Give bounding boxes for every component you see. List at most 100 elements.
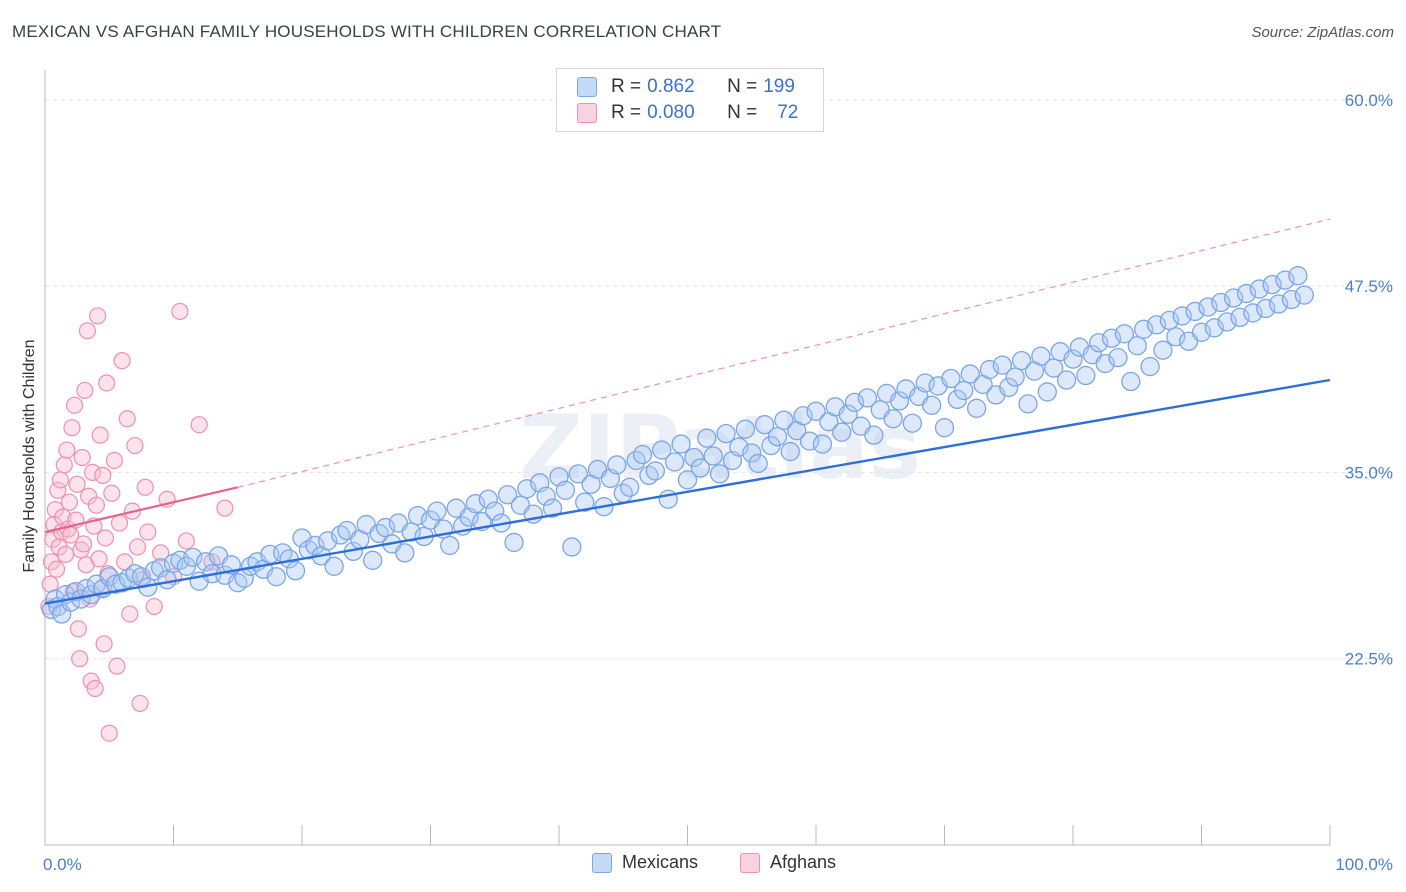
mexicans-point — [285, 561, 306, 581]
legend-row-mexicans: R = 0.862 N = 199 — [577, 74, 795, 100]
mexicans-point — [1153, 340, 1173, 360]
mexicans-point — [709, 464, 730, 484]
mexicans-point — [697, 428, 717, 448]
r-value: 0.080 — [647, 102, 695, 123]
x-tick-label: 100.0% — [1335, 855, 1393, 874]
mexicans-point — [1288, 266, 1308, 286]
afghans-point — [113, 352, 131, 370]
mexicans-point — [832, 422, 852, 442]
afghans-point — [100, 724, 118, 742]
afghans-point — [110, 514, 129, 532]
mexicans-point — [864, 425, 884, 445]
mexicans-point — [620, 477, 640, 497]
afghans-point — [105, 451, 123, 470]
afghans-point — [145, 597, 163, 616]
mexicans-point — [1018, 394, 1038, 414]
afghans-point — [128, 538, 147, 556]
mexicans-point — [440, 535, 460, 556]
tick-labels: 22.5% 35.0% 47.5% 60.0% 0.0% 100.0% — [43, 91, 1393, 874]
afghans-point — [216, 499, 234, 517]
r-label: R = — [611, 102, 642, 123]
mexicans-point — [767, 426, 788, 447]
mexicans-point — [497, 485, 518, 505]
afghans-point — [76, 381, 94, 400]
axes — [44, 70, 1331, 846]
y-tick-label: 47.5% — [1345, 277, 1393, 296]
mexicans-point — [1127, 336, 1147, 356]
afghans-point — [49, 481, 67, 499]
afghans-point — [121, 605, 139, 623]
legend-label-afghans: Afghans — [770, 852, 837, 872]
mexicans-point — [1011, 350, 1032, 371]
afghans-point — [108, 657, 126, 675]
mexicans-point — [157, 570, 177, 590]
n-value: 72 — [777, 102, 799, 123]
n-label: N = — [727, 76, 758, 97]
afghans-point — [171, 302, 189, 321]
afghans-point — [131, 694, 149, 713]
mexicans-point — [645, 461, 666, 481]
mexicans-point — [999, 377, 1019, 398]
afghans-point — [56, 545, 75, 563]
afghans-point — [90, 550, 108, 568]
afghans-point — [96, 529, 114, 547]
afghans-point — [71, 650, 89, 668]
afghans-point — [86, 679, 104, 698]
mexicans-point — [677, 470, 698, 490]
mexicans-point — [652, 440, 672, 460]
afghans-point — [152, 544, 170, 562]
afghans-point — [103, 484, 121, 502]
legend-row-afghans: R = 0.080 N = 72 — [577, 100, 798, 126]
afghans-point — [94, 466, 112, 484]
mexicans-point — [427, 501, 447, 521]
mexicans-point — [555, 480, 576, 500]
afghans-point — [83, 463, 102, 482]
legend-item-afghans[interactable]: Afghans — [740, 852, 836, 873]
mexicans-point — [76, 579, 96, 599]
chart-title: MEXICAN VS AFGHAN FAMILY HOUSEHOLDS WITH… — [12, 22, 722, 41]
afghans-point — [118, 410, 136, 428]
source-label: Source: ZipAtlas.com — [1251, 24, 1394, 41]
afghans-point — [91, 426, 109, 444]
watermark: ZIPatlas — [519, 396, 921, 499]
legend-item-mexicans[interactable]: Mexicans — [592, 852, 698, 873]
trend-lines — [44, 218, 1331, 605]
mexicans-point — [1121, 371, 1141, 392]
mexicans-point — [478, 489, 498, 509]
afghans-point — [136, 478, 154, 496]
mexicans-swatch — [577, 77, 597, 97]
mexicans-point — [266, 567, 286, 587]
mexicans-point — [966, 398, 987, 418]
mexicans-point — [934, 418, 955, 438]
mexicans-point — [568, 464, 588, 484]
mexicans-point — [324, 556, 344, 576]
afghans-point — [139, 523, 157, 541]
mexicans-point — [684, 447, 704, 468]
x-tick-label: 0.0% — [43, 855, 82, 874]
afghans-point — [69, 620, 88, 638]
afghans-point — [58, 441, 76, 459]
y-tick-label: 35.0% — [1345, 463, 1393, 482]
y-axis-label: Family Households with Children — [21, 340, 38, 573]
afghans-point — [47, 560, 66, 578]
afghans-point — [55, 456, 73, 474]
mexicans-point — [812, 434, 833, 454]
mexicans-point — [607, 455, 627, 475]
afghans-points — [40, 302, 234, 742]
afghans-point — [177, 532, 195, 550]
mexicans-point — [992, 355, 1012, 375]
mexicans-swatch — [592, 852, 612, 873]
mexicans-point — [1044, 358, 1064, 378]
afghans-point — [126, 436, 144, 455]
mexicans-point — [1031, 346, 1051, 366]
afghans-point — [98, 374, 116, 392]
mexicans-point — [774, 410, 794, 430]
stats-legend: R = 0.862 N = 199 R = 0.080 N = 72 — [556, 68, 824, 132]
n-label: N = — [727, 102, 758, 123]
mexicans-point — [1114, 324, 1135, 344]
afghans-point — [190, 416, 208, 434]
series-legend: Mexicans Afghans — [0, 852, 1406, 878]
afghans-point — [78, 322, 97, 340]
mexicans-point — [363, 550, 383, 570]
